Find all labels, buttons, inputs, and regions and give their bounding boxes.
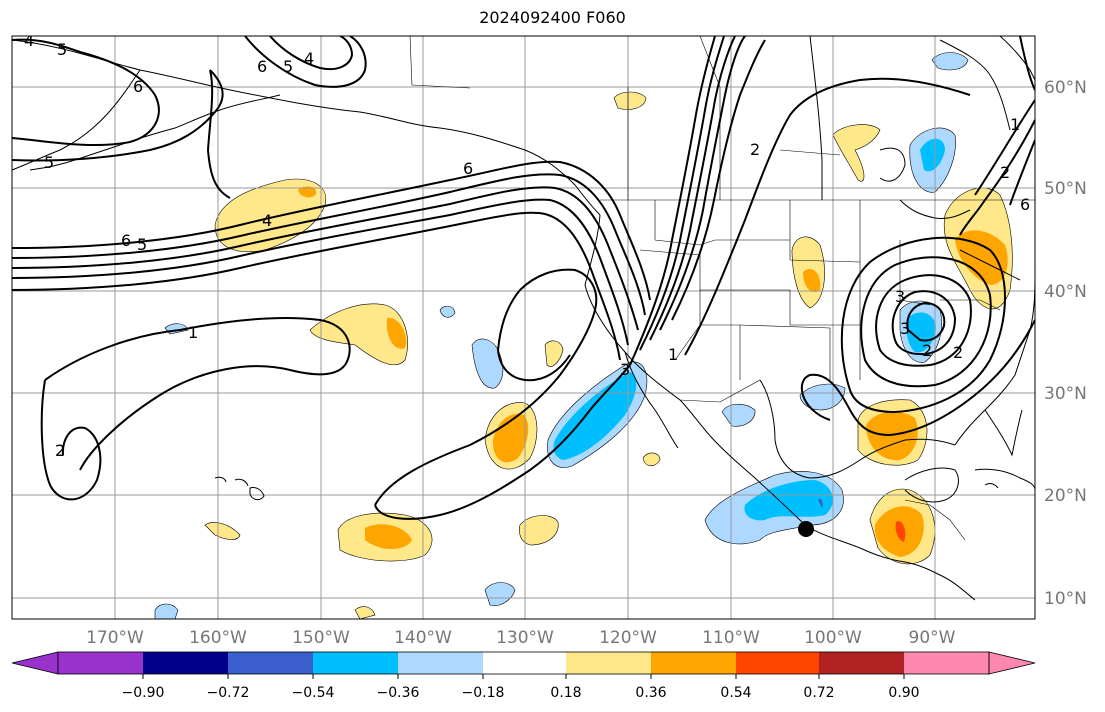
lat-label: 20°N: [1044, 486, 1087, 506]
lat-label: 60°N: [1044, 78, 1087, 98]
colorbar-swatch: [228, 652, 313, 674]
contour-label: 2: [953, 343, 963, 362]
contour-label: 6: [1020, 195, 1030, 214]
contour-label: 4: [262, 211, 272, 230]
storm-center-dot: [798, 521, 814, 537]
colorbar-tick-label: −0.54: [292, 685, 335, 701]
colorbar-tick-label: −0.72: [207, 685, 250, 701]
lon-label: 130°W: [496, 628, 554, 648]
longitude-labels: 170°W 160°W 150°W 140°W 130°W 120°W 110°…: [86, 628, 956, 648]
positive-area-canada: [832, 124, 881, 182]
contour-label: 1: [668, 345, 678, 364]
colorbar-tick-label: 0.54: [720, 685, 751, 701]
colorbar-tick-label: −0.90: [122, 685, 165, 701]
contour-label: 4: [24, 31, 34, 50]
colorbar: −0.90 −0.72 −0.54 −0.36 −0.18 0.18 0.36 …: [11, 651, 1036, 701]
contour-label: 6: [257, 57, 267, 76]
contour-lines: [12, 36, 1035, 520]
contour-label: 2: [922, 341, 932, 360]
colorbar-swatch: [566, 652, 651, 674]
colorbar-swatch: [904, 652, 989, 674]
contour-label: 3: [620, 360, 630, 379]
coastlines: [12, 36, 1035, 601]
colorbar-tick-label: 0.90: [888, 685, 919, 701]
lon-label: 100°W: [804, 628, 862, 648]
plot-title: 2024092400 F060: [479, 8, 626, 27]
colorbar-tick-label: 0.18: [550, 685, 581, 701]
lon-label: 160°W: [189, 628, 247, 648]
colorbar-swatch: [819, 652, 904, 674]
colorbar-tick-label: 0.72: [803, 685, 834, 701]
lon-label: 150°W: [292, 628, 350, 648]
colorbar-tick-label: 0.36: [635, 685, 666, 701]
lon-label: 110°W: [702, 628, 760, 648]
colorbar-tick-label: −0.36: [377, 685, 420, 701]
contour-label: 6: [133, 77, 143, 96]
positive-area-central-pacific: [309, 303, 408, 366]
contour-label: 2: [1000, 163, 1010, 182]
contour-label: 3: [900, 319, 910, 338]
colorbar-tick-label: −0.18: [462, 685, 505, 701]
lon-label: 140°W: [394, 628, 452, 648]
contour-label: 5: [283, 57, 293, 76]
colorbar-over-extend: [988, 651, 1036, 675]
contour-label: 1: [1010, 115, 1020, 134]
shaded-fields: [154, 52, 1013, 619]
colorbar-frame: [57, 651, 990, 675]
colorbar-swatch: [651, 652, 736, 674]
contour-label: 6: [121, 231, 131, 250]
latitude-labels: 60°N 50°N 40°N 30°N 20°N 10°N: [1044, 78, 1087, 609]
lat-label: 40°N: [1044, 282, 1087, 302]
lon-label: 120°W: [599, 628, 657, 648]
lon-label: 170°W: [86, 628, 144, 648]
colorbar-swatch: [398, 652, 483, 674]
contour-label: 5: [137, 235, 147, 254]
colorbar-swatch: [58, 652, 143, 674]
contour-label: 5: [57, 40, 67, 59]
contour-labels: 4 5 6 5 4 6 5 6 5 4 6 2 1 2 1 3 2 1 2 3 …: [24, 31, 1030, 460]
colorbar-swatch: [736, 652, 819, 674]
lon-label: 90°W: [909, 628, 956, 648]
map-frame: [11, 35, 1036, 620]
contour-label: 1: [188, 323, 198, 342]
lat-label: 10°N: [1044, 589, 1087, 609]
colorbar-swatch: [483, 652, 566, 674]
contour-label: 4: [304, 49, 314, 68]
colorbar-under-extend: [11, 651, 59, 675]
colorbar-swatch: [313, 652, 398, 674]
contour-label: 6: [463, 159, 473, 178]
colorbar-swatch: [143, 652, 228, 674]
contour-label: 2: [55, 441, 65, 460]
lat-label: 30°N: [1044, 384, 1087, 404]
contour-label: 2: [750, 140, 760, 159]
contour-label: 3: [895, 287, 905, 306]
contour-label: 5: [44, 153, 54, 172]
lat-label: 50°N: [1044, 179, 1087, 199]
